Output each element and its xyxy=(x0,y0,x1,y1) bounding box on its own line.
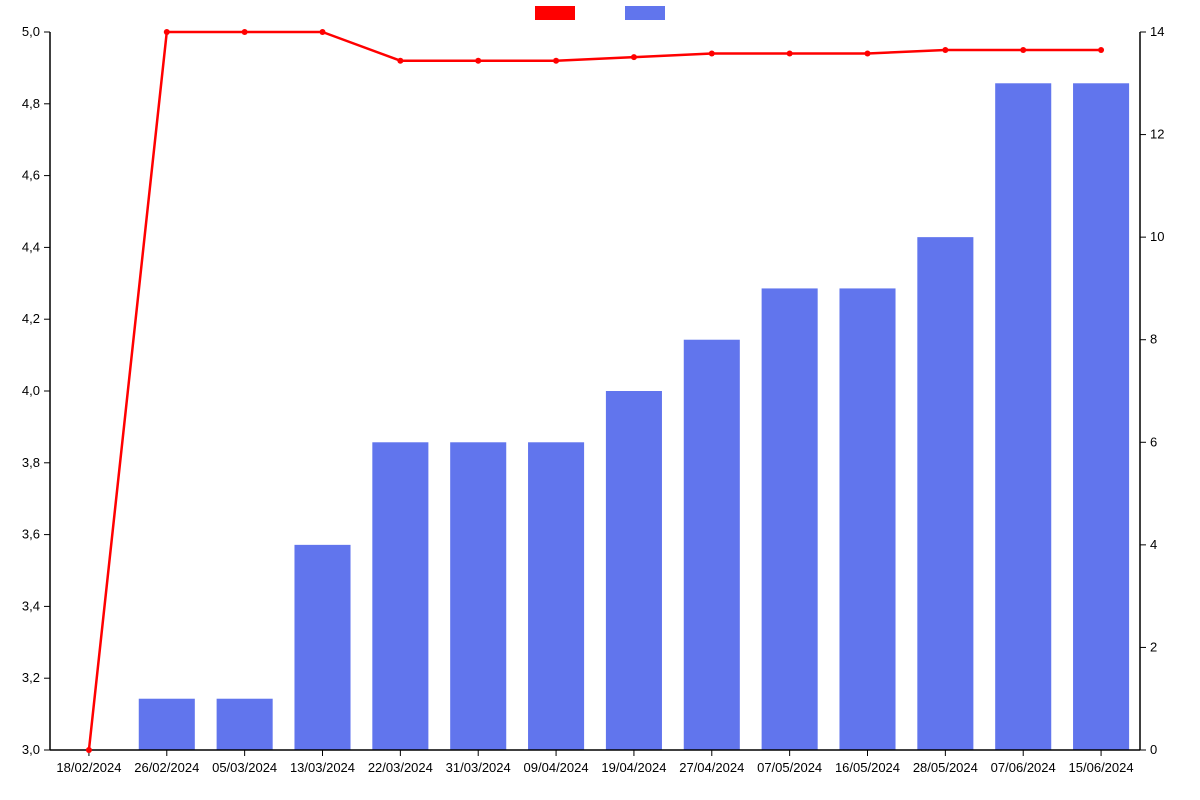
y-right-tick-label: 2 xyxy=(1150,639,1157,654)
x-tick-label: 26/02/2024 xyxy=(134,760,199,775)
y-left-tick-label: 3,6 xyxy=(22,527,40,542)
y-right-tick-label: 14 xyxy=(1150,24,1164,39)
y-right-tick-label: 6 xyxy=(1150,434,1157,449)
y-right-tick-label: 8 xyxy=(1150,332,1157,347)
line-marker xyxy=(942,47,948,53)
y-left-tick-label: 4,0 xyxy=(22,383,40,398)
bar xyxy=(995,83,1051,750)
bar xyxy=(917,237,973,750)
line-marker xyxy=(1098,47,1104,53)
legend-swatch-bar xyxy=(625,6,665,20)
y-left-tick-label: 3,8 xyxy=(22,455,40,470)
legend-swatch-line xyxy=(535,6,575,20)
x-tick-label: 15/06/2024 xyxy=(1069,760,1134,775)
bar xyxy=(606,391,662,750)
line-marker xyxy=(865,51,871,57)
x-tick-label: 18/02/2024 xyxy=(56,760,121,775)
x-tick-label: 27/04/2024 xyxy=(679,760,744,775)
y-left-tick-label: 5,0 xyxy=(22,24,40,39)
y-left-tick-label: 4,6 xyxy=(22,168,40,183)
line-marker xyxy=(709,51,715,57)
line-marker xyxy=(631,54,637,60)
line-marker xyxy=(86,747,92,753)
bar xyxy=(372,442,428,750)
bar xyxy=(450,442,506,750)
line-marker xyxy=(164,29,170,35)
legend xyxy=(535,6,665,20)
bar xyxy=(1073,83,1129,750)
line-marker xyxy=(242,29,248,35)
line-marker xyxy=(787,51,793,57)
combo-chart: 18/02/2024 26/02/2024 05/03/2024 13/03/2024… xyxy=(0,0,1200,800)
bar xyxy=(528,442,584,750)
bar xyxy=(294,545,350,750)
x-tick-label: 05/03/2024 xyxy=(212,760,277,775)
line-marker xyxy=(1020,47,1026,53)
y-left-tick-label: 3,0 xyxy=(22,742,40,757)
line-marker xyxy=(397,58,403,64)
y-right-tick-label: 10 xyxy=(1150,229,1164,244)
x-tick-label: 19/04/2024 xyxy=(601,760,666,775)
bar xyxy=(139,699,195,750)
line-marker xyxy=(553,58,559,64)
y-left-tick-label: 4,4 xyxy=(22,239,40,254)
y-left-tick-label: 3,4 xyxy=(22,598,40,613)
x-tick-label: 31/03/2024 xyxy=(446,760,511,775)
bar xyxy=(684,340,740,750)
bar xyxy=(839,288,895,750)
x-tick-label: 13/03/2024 xyxy=(290,760,355,775)
x-tick-label: 28/05/2024 xyxy=(913,760,978,775)
bar xyxy=(217,699,273,750)
x-tick-label: 09/04/2024 xyxy=(524,760,589,775)
line-marker xyxy=(320,29,326,35)
bar xyxy=(762,288,818,750)
y-left-tick-label: 3,2 xyxy=(22,670,40,685)
x-tick-label: 07/05/2024 xyxy=(757,760,822,775)
y-right-tick-label: 4 xyxy=(1150,537,1157,552)
x-tick-label: 22/03/2024 xyxy=(368,760,433,775)
x-tick-label: 07/06/2024 xyxy=(991,760,1056,775)
x-tick-label: 16/05/2024 xyxy=(835,760,900,775)
bars-group xyxy=(139,83,1129,750)
y-left-tick-label: 4,8 xyxy=(22,96,40,111)
line-marker xyxy=(475,58,481,64)
y-right-tick-label: 0 xyxy=(1150,742,1157,757)
y-left-tick-label: 4,2 xyxy=(22,311,40,326)
y-right-tick-label: 12 xyxy=(1150,127,1164,142)
